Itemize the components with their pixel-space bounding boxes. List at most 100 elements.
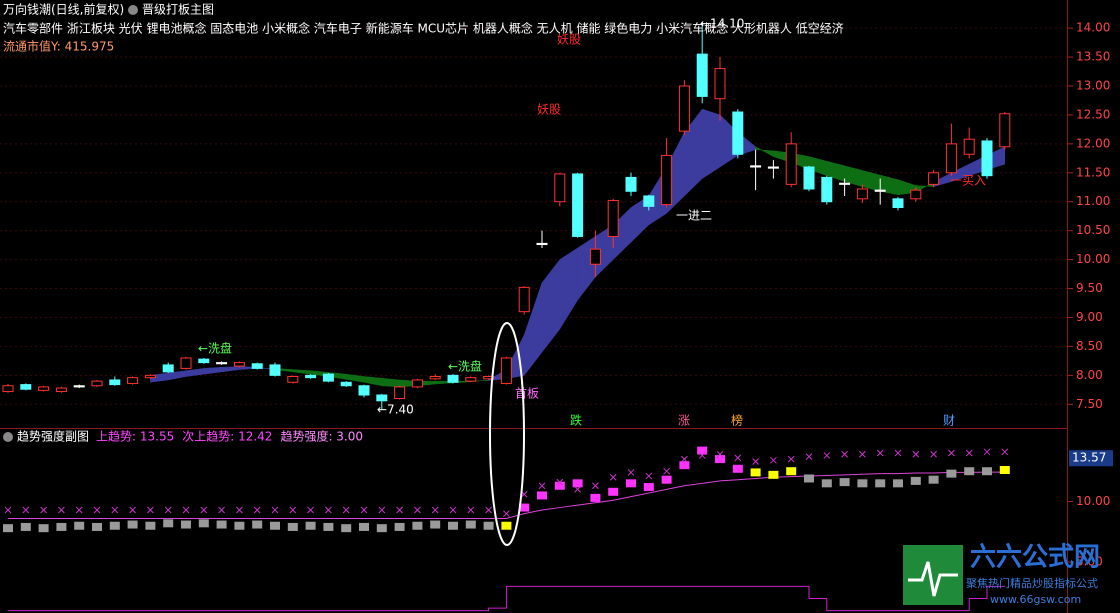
candle-body <box>127 377 139 384</box>
candle-body <box>322 373 334 382</box>
cross-marker <box>342 506 350 514</box>
logo-slogan: 聚焦热门精品炒股指标公式 <box>966 576 1098 590</box>
sub-title: 趋势强度副图 <box>17 429 89 444</box>
trend-band <box>701 108 721 180</box>
cross-marker <box>912 450 920 458</box>
cross-stroke <box>805 453 813 461</box>
trend-box <box>821 479 832 488</box>
trend-line <box>8 471 1005 519</box>
market-cap: 流通市值Y: 415.975 <box>3 39 114 54</box>
cross-marker <box>859 450 866 458</box>
candle-body <box>91 380 103 387</box>
cross-stroke <box>841 450 848 458</box>
annotation: 财 <box>943 414 955 428</box>
cross-marker <box>556 478 564 486</box>
y-tick-label: 9.00 <box>1076 310 1103 324</box>
cross-marker <box>592 482 599 490</box>
candle-body <box>411 379 423 388</box>
cross-marker <box>449 506 457 514</box>
trend-box <box>768 470 779 479</box>
cross-stroke <box>111 506 119 514</box>
logo-pulse <box>908 561 958 597</box>
cross-stroke <box>218 506 225 514</box>
trend-box <box>999 465 1010 474</box>
candle-body <box>803 166 815 190</box>
candle-body <box>589 248 601 265</box>
trend-box <box>145 521 156 530</box>
candle-body <box>180 357 192 369</box>
y-tick-label: 9.50 <box>1076 281 1103 295</box>
logo-name: 六六公式网 <box>970 543 1100 573</box>
cross-stroke <box>378 506 386 514</box>
trend-box <box>982 467 992 476</box>
candle-body <box>554 173 566 203</box>
cross-marker <box>823 452 831 459</box>
candle-body <box>661 154 673 206</box>
cross-stroke <box>752 458 759 465</box>
trend-box <box>216 520 227 529</box>
cross-stroke <box>325 506 332 514</box>
cross-stroke <box>787 455 795 463</box>
stock-header: 万向钱潮(日线,前复权) <box>3 2 124 17</box>
candle-body <box>999 113 1011 148</box>
cross-stroke <box>200 506 208 514</box>
cross-marker <box>503 510 510 517</box>
last-value-box <box>1069 450 1113 467</box>
cross-marker <box>4 506 12 514</box>
y-tick-label: 12.00 <box>1076 136 1110 150</box>
annotation: ←洗盘 <box>448 359 482 374</box>
cross-marker <box>752 458 759 465</box>
trend-box <box>501 521 512 530</box>
cross-stroke <box>627 469 635 476</box>
readout: 上趋势: 13.55 <box>96 430 174 444</box>
cross-stroke <box>983 448 991 456</box>
cross-marker <box>485 506 492 514</box>
cross-stroke <box>1001 448 1009 456</box>
y-tick-label: 13.00 <box>1076 78 1110 92</box>
trend-box <box>590 493 601 502</box>
cross-marker <box>325 506 332 514</box>
trend-box <box>109 521 120 530</box>
cross-stroke <box>716 450 724 458</box>
candle-body <box>785 143 797 185</box>
highlight-ellipse <box>489 322 525 546</box>
cross-marker <box>965 449 973 457</box>
cross-stroke <box>129 506 136 514</box>
cross-marker <box>360 506 368 514</box>
cross-marker <box>218 506 225 514</box>
cross-marker <box>805 453 813 461</box>
trend-box <box>3 524 13 533</box>
y-tick-label: 13.50 <box>1076 50 1110 64</box>
trend-box <box>181 520 191 529</box>
trend-box <box>804 474 814 483</box>
candle-body <box>162 364 174 373</box>
candle-body <box>856 188 868 200</box>
candle-body <box>358 385 370 396</box>
candle-body <box>465 377 477 382</box>
indicator-icon <box>3 432 13 442</box>
cross-stroke <box>307 506 314 514</box>
cross-stroke <box>58 506 65 514</box>
cross-stroke <box>681 455 688 463</box>
cross-marker <box>876 449 884 457</box>
cross-marker <box>396 506 403 514</box>
annotation: ←14.10 <box>700 17 744 31</box>
cross-stroke <box>253 506 261 514</box>
trend-band <box>381 377 400 388</box>
candle-body <box>55 387 67 393</box>
y-tick-label: 7.50 <box>1076 397 1103 411</box>
candle-body <box>144 374 156 379</box>
annotation: 涨 <box>678 413 690 428</box>
candle-body <box>714 68 726 100</box>
cross-marker <box>467 506 475 514</box>
candle-body <box>287 375 299 383</box>
trend-box <box>679 461 690 470</box>
cross-marker <box>627 469 635 476</box>
cross-stroke <box>360 506 368 514</box>
trend-box <box>750 468 761 477</box>
trend-box <box>626 479 636 488</box>
y-tick-label: 14.00 <box>1076 21 1110 35</box>
cross-marker <box>75 506 83 514</box>
trend-box <box>448 521 458 530</box>
